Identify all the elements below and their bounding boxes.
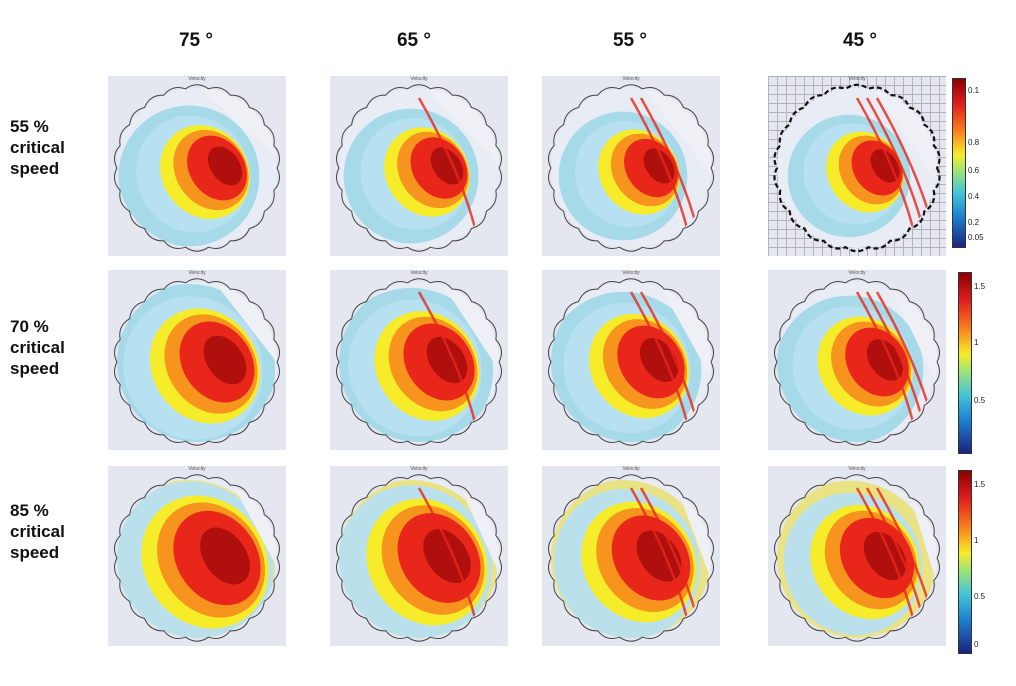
velocity-field-svg xyxy=(113,84,281,252)
heatmap-panel-r2-c1: Velocity xyxy=(108,270,286,450)
heatmap-panel-r1-c4: Velocity xyxy=(768,76,946,256)
particle-streak xyxy=(865,97,925,229)
drum-lifter-rim xyxy=(113,84,281,252)
colorbar-row1 xyxy=(952,78,966,248)
velocity-field-svg xyxy=(113,278,281,446)
velocity-field-svg xyxy=(335,84,503,252)
heatmap-panel-r3-c2: Velocity xyxy=(330,466,508,646)
particle-streak xyxy=(417,291,477,423)
dark-red-core xyxy=(430,147,464,185)
drum-lifter-rim xyxy=(335,474,503,642)
drum-lifter-rim xyxy=(773,278,941,446)
panel-mini-title: Velocity xyxy=(848,270,866,276)
dark-red-core xyxy=(207,146,243,186)
dark-red-core xyxy=(200,527,250,585)
heatmap-panel-r3-c1: Velocity xyxy=(108,466,286,646)
heatmap-panel-r2-c3: Velocity xyxy=(542,270,720,450)
particle-streak xyxy=(629,487,689,619)
panel-mini-title: Velocity xyxy=(410,76,428,82)
particle-streak xyxy=(639,97,699,229)
velocity-field-svg xyxy=(335,474,503,642)
particle-streak xyxy=(639,487,699,619)
heatmap-panel-r1-c1: Velocity xyxy=(108,76,286,256)
row-label-55: 55 % critical speed xyxy=(10,117,65,178)
particle-streak xyxy=(629,291,689,423)
panel-mini-title: Velocity xyxy=(188,76,206,82)
drum-lifter-rim xyxy=(547,474,715,642)
particle-streak xyxy=(417,97,477,229)
heatmap-panel-r3-c3: Velocity xyxy=(542,466,720,646)
particle-streak xyxy=(629,97,689,229)
particle-streak xyxy=(855,97,915,229)
particle-streak xyxy=(417,487,477,619)
colorbar-row2 xyxy=(958,272,972,454)
particle-streak xyxy=(865,487,925,619)
particle-streak xyxy=(865,291,925,423)
particle-streak xyxy=(855,291,915,423)
drum-lifter-rim xyxy=(113,474,281,642)
dark-red-core xyxy=(203,335,247,385)
particle-streak xyxy=(639,291,699,423)
velocity-field-svg xyxy=(773,278,941,446)
column-title-55: 55 ° xyxy=(612,30,647,51)
velocity-field-svg xyxy=(547,278,715,446)
drum-lifter-rim xyxy=(547,84,715,252)
column-title-65: 65 ° xyxy=(396,30,431,51)
column-title-45: 45 ° xyxy=(842,30,877,51)
heatmap-panel-r3-c4: Velocity xyxy=(768,466,946,646)
velocity-field-svg xyxy=(113,474,281,642)
panel-mini-title: Velocity xyxy=(622,466,640,472)
dark-red-core xyxy=(643,148,675,184)
velocity-field-svg xyxy=(547,474,715,642)
column-title-75: 75 ° xyxy=(178,30,213,51)
drum-lifter-rim xyxy=(547,278,715,446)
drum-lifter-rim xyxy=(113,278,281,446)
heatmap-panel-r2-c4: Velocity xyxy=(768,270,946,450)
drum-lifter-rim xyxy=(773,474,941,642)
panel-mini-title: Velocity xyxy=(410,466,428,472)
heatmap-panel-r2-c2: Velocity xyxy=(330,270,508,450)
velocity-field-svg xyxy=(773,474,941,642)
heatmap-panel-r1-c3: Velocity xyxy=(542,76,720,256)
drum-lifter-rim xyxy=(335,278,503,446)
dark-red-core xyxy=(870,149,900,183)
panel-mini-title: Velocity xyxy=(622,76,640,82)
panel-mini-title: Velocity xyxy=(188,466,206,472)
panel-mini-title: Velocity xyxy=(188,270,206,276)
row-label-70: 70 % critical speed xyxy=(10,317,65,378)
panel-mini-title: Velocity xyxy=(848,466,866,472)
drum-lifter-rim xyxy=(335,84,503,252)
velocity-field-svg xyxy=(773,83,941,253)
panel-mini-title: Velocity xyxy=(410,270,428,276)
row-label-85: 85 % critical speed xyxy=(10,501,65,562)
velocity-field-svg xyxy=(547,84,715,252)
colorbar-row3 xyxy=(958,470,972,654)
dark-red-core xyxy=(866,339,904,381)
panel-mini-title: Velocity xyxy=(622,270,640,276)
panel-mini-title: Velocity xyxy=(848,76,866,82)
drum-lifter-rim xyxy=(773,83,941,253)
particle-streak xyxy=(855,487,915,619)
velocity-field-svg xyxy=(335,278,503,446)
heatmap-panel-r1-c2: Velocity xyxy=(330,76,508,256)
